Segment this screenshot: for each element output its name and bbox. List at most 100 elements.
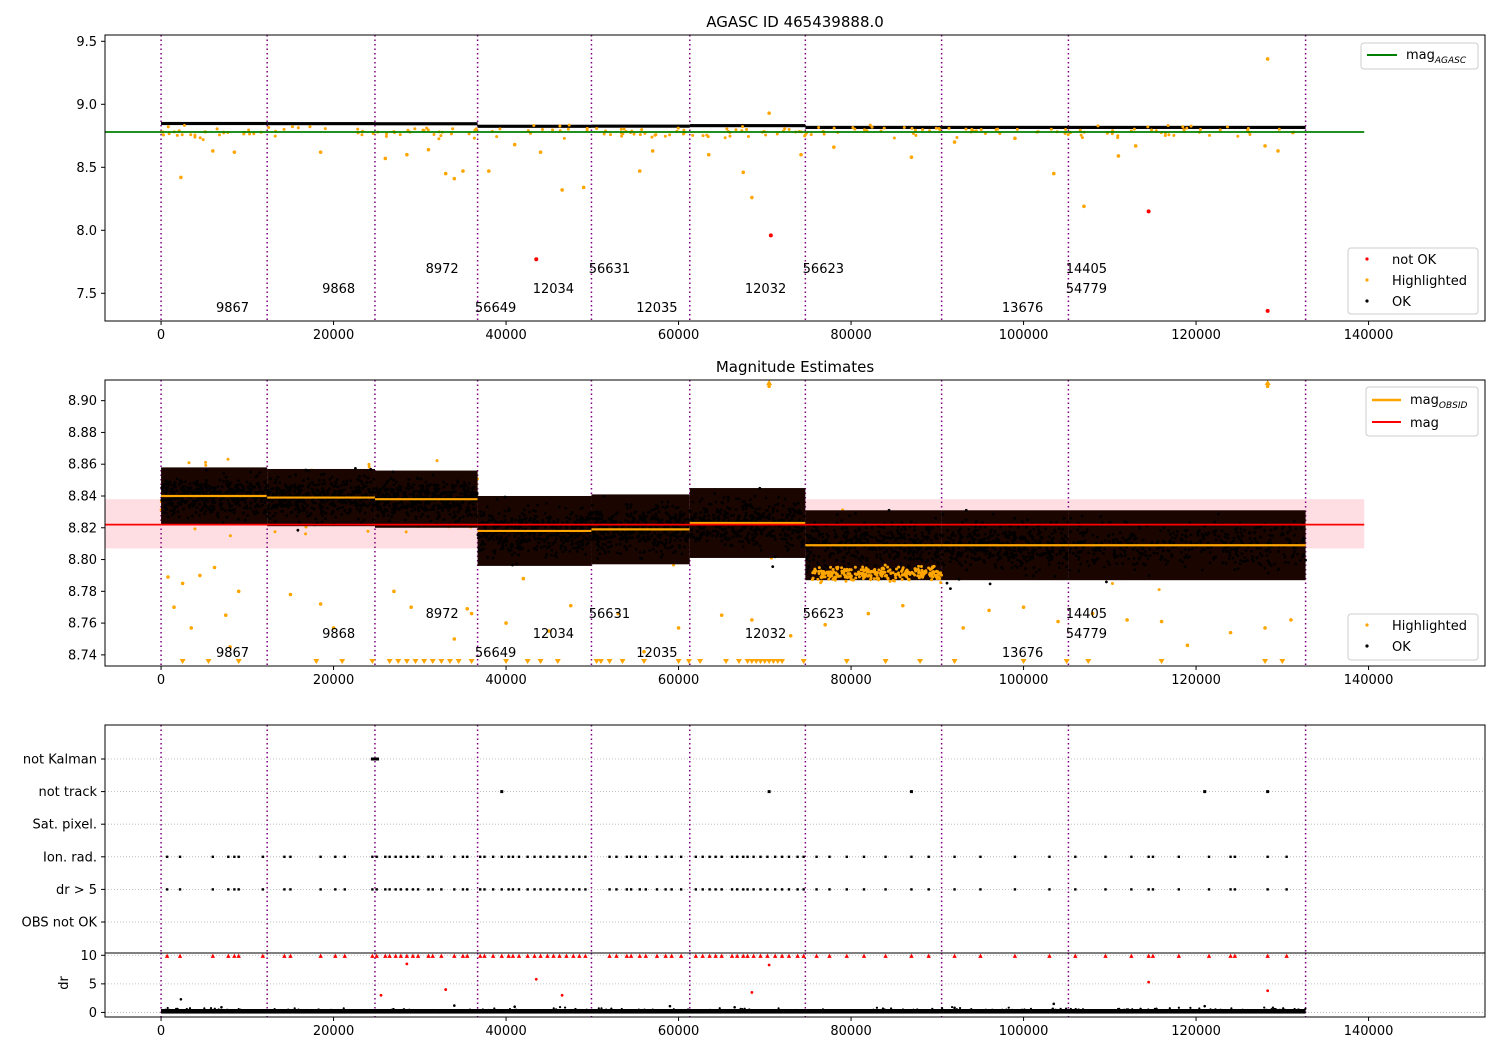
ok-point [449, 493, 453, 497]
ok-point [392, 478, 395, 482]
ok-point [476, 533, 480, 537]
ok-point [618, 542, 622, 546]
ok-point [258, 471, 262, 475]
ok-point [765, 534, 769, 537]
ok-point [747, 531, 751, 535]
ok-point [983, 540, 987, 544]
ok-point [704, 508, 708, 511]
ok-point [730, 526, 734, 530]
ok-point [902, 535, 905, 539]
ok-point [448, 512, 452, 516]
x-tick-label: 100000 [999, 328, 1049, 343]
ok-point [642, 514, 645, 517]
ok-point [467, 495, 471, 499]
legend-not-ok: not OK [1392, 253, 1437, 268]
highlighted-point [1185, 126, 1189, 130]
ok-point [574, 546, 578, 550]
ok-point [798, 535, 802, 539]
ok-point [615, 551, 619, 555]
ok-point [164, 498, 168, 502]
ok-point [674, 531, 677, 535]
ok-point [565, 516, 569, 519]
ok-point [548, 533, 552, 537]
ok-point [596, 548, 600, 552]
ok-point [802, 526, 806, 530]
ok-point [483, 542, 487, 546]
ok-point [816, 562, 820, 566]
y-tick-label: 8.84 [68, 489, 97, 504]
ok-point [482, 513, 486, 517]
ok-point-band [374, 122, 478, 126]
obsid-label: 13676 [1002, 301, 1043, 316]
ok-point [1055, 520, 1058, 524]
ok-point [607, 550, 611, 553]
ok-point [390, 511, 394, 515]
obsid-label: 12035 [636, 301, 677, 316]
ok-point [545, 546, 549, 550]
ok-point [263, 480, 267, 484]
ok-point [278, 481, 282, 485]
highlighted-point [745, 127, 749, 131]
ok-point [209, 504, 213, 508]
ok-point [651, 515, 655, 518]
ok-point [804, 545, 808, 549]
highlighted-point [1082, 204, 1086, 209]
highlighted-point [1208, 133, 1212, 137]
ok-point [1045, 546, 1049, 550]
ok-point [388, 504, 391, 508]
highlighted-point [1166, 123, 1170, 127]
ok-point [777, 495, 781, 499]
ok-point [1048, 555, 1052, 559]
ok-point [513, 551, 517, 555]
ok-point [664, 529, 668, 533]
highlighted-point [323, 127, 327, 131]
x-tick-label: 120000 [1171, 328, 1221, 343]
ok-point [791, 531, 794, 535]
ok-point [342, 500, 346, 504]
not-ok-point [768, 233, 773, 238]
ok-point [1062, 549, 1066, 552]
ok-point [886, 531, 890, 535]
highlighted-point [1263, 144, 1267, 148]
ok-point [908, 525, 912, 529]
ok-point [746, 539, 750, 543]
ok-point [771, 510, 775, 514]
ok-point [233, 508, 237, 511]
ok-point [382, 485, 385, 489]
ok-point [321, 482, 324, 486]
ok-point [255, 492, 259, 496]
ok-point [807, 553, 811, 557]
ok-point [341, 498, 345, 502]
ok-point [791, 528, 795, 532]
ok-point [1027, 551, 1031, 555]
ok-point [748, 514, 752, 518]
ok-point [430, 508, 433, 512]
ok-point [384, 489, 387, 492]
ok-point [907, 546, 911, 550]
ok-point [490, 515, 494, 518]
obsid-label: 12032 [745, 282, 786, 297]
ok-point [792, 508, 796, 512]
ok-point [201, 490, 205, 494]
ok-point [575, 518, 579, 522]
ok-point [596, 536, 599, 539]
ok-point [503, 514, 506, 518]
ok-point [300, 484, 304, 488]
ok-point [554, 533, 558, 537]
ok-point [162, 483, 165, 487]
ok-point [654, 550, 658, 554]
ok-point [358, 503, 362, 507]
ok-point [266, 489, 270, 492]
ok-point [1010, 531, 1014, 535]
ok-point [226, 485, 230, 489]
x-tick-label: 60000 [658, 673, 699, 688]
ok-point [949, 587, 952, 591]
ok-point [643, 517, 647, 521]
ok-point [338, 498, 342, 502]
highlighted-point [193, 133, 197, 137]
ok-point [684, 538, 688, 542]
ok-point [584, 552, 587, 556]
highlighted-point [1167, 133, 1171, 137]
ok-point [419, 495, 423, 499]
ok-point [1050, 546, 1054, 549]
